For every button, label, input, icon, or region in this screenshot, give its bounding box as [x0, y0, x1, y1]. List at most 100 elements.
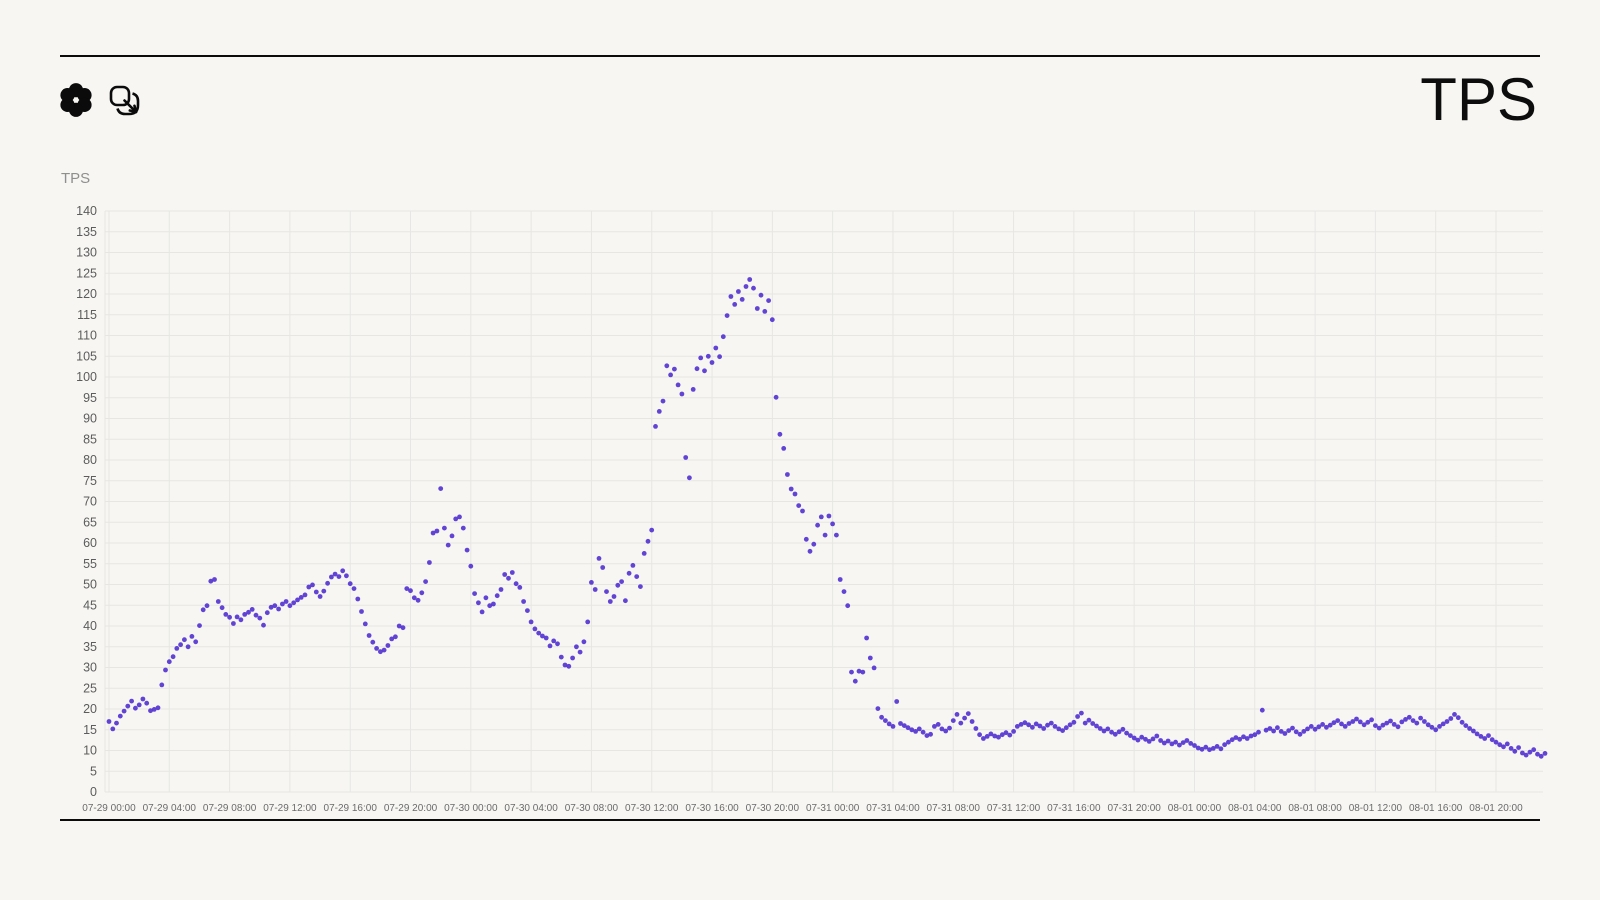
- data-point: [1026, 722, 1031, 728]
- data-point: [468, 563, 474, 569]
- data-point: [306, 584, 312, 590]
- data-point: [1097, 726, 1103, 731]
- data-point: [1271, 728, 1276, 734]
- data-point: [332, 571, 338, 577]
- data-point: [660, 398, 666, 404]
- data-point: [841, 589, 847, 594]
- data-point: [762, 309, 768, 314]
- data-point: [649, 527, 655, 533]
- data-point: [1161, 740, 1167, 746]
- data-point: [720, 334, 726, 340]
- data-point: [818, 514, 824, 520]
- data-point: [325, 580, 330, 586]
- data-point: [871, 665, 877, 671]
- data-point: [589, 580, 594, 585]
- data-point: [174, 646, 180, 651]
- data-point: [1135, 737, 1141, 743]
- data-point: [1429, 724, 1435, 730]
- data-point: [988, 731, 994, 737]
- data-point: [411, 595, 417, 601]
- data-point: [344, 573, 349, 579]
- data-point: [607, 599, 613, 604]
- data-point: [1199, 746, 1205, 752]
- data-point: [687, 475, 692, 481]
- data-point: [1493, 739, 1499, 745]
- data-point: [1128, 733, 1133, 738]
- data-point: [1520, 750, 1525, 756]
- data-point: [950, 718, 956, 723]
- y-tick-label: 30: [83, 661, 97, 675]
- data-point: [483, 595, 489, 601]
- data-point: [404, 586, 410, 591]
- data-point: [796, 503, 802, 508]
- data-point: [913, 729, 918, 734]
- data-point: [1090, 721, 1096, 726]
- data-point: [185, 644, 191, 650]
- x-tick-label: 08-01 08:00: [1288, 803, 1342, 814]
- data-point: [1501, 744, 1506, 750]
- data-point: [758, 292, 764, 298]
- data-point: [984, 734, 990, 739]
- data-point: [973, 726, 979, 731]
- data-point: [400, 625, 406, 631]
- data-point: [1331, 720, 1337, 726]
- data-point: [1354, 716, 1359, 722]
- data-point: [110, 726, 116, 732]
- y-tick-label: 0: [90, 785, 97, 799]
- copy-arrow-icon[interactable]: [106, 82, 142, 118]
- y-tick-label: 140: [76, 204, 97, 218]
- data-point: [1444, 719, 1450, 724]
- data-point: [415, 597, 421, 603]
- data-point: [1463, 723, 1469, 728]
- y-axis-title: TPS: [61, 170, 91, 187]
- data-point: [178, 642, 183, 648]
- data-point: [408, 588, 413, 594]
- data-point: [592, 587, 598, 592]
- data-point: [551, 638, 557, 644]
- x-tick-label: 07-31 08:00: [927, 803, 981, 814]
- data-point: [1267, 726, 1273, 731]
- data-point: [574, 644, 579, 650]
- data-point: [434, 528, 440, 534]
- data-point: [200, 607, 206, 613]
- data-point: [1486, 733, 1491, 738]
- data-point: [1052, 724, 1058, 729]
- data-point: [208, 578, 214, 584]
- y-tick-label: 40: [83, 619, 97, 633]
- data-point: [1063, 725, 1069, 731]
- data-point: [1482, 736, 1488, 741]
- data-point: [261, 622, 266, 628]
- data-point: [713, 345, 719, 351]
- data-point: [1048, 720, 1054, 726]
- data-point: [996, 734, 1001, 740]
- data-point: [1105, 726, 1111, 732]
- flower-icon[interactable]: [58, 82, 94, 118]
- y-tick-label: 35: [83, 640, 97, 654]
- y-tick-label: 65: [83, 515, 97, 529]
- data-point: [1022, 720, 1028, 726]
- x-tick-label: 07-29 04:00: [143, 803, 197, 814]
- data-point: [905, 725, 911, 731]
- data-point: [1195, 745, 1201, 751]
- data-point: [860, 669, 866, 675]
- data-point: [1116, 729, 1122, 735]
- data-point: [709, 360, 715, 365]
- data-point: [1391, 722, 1397, 727]
- data-point: [1086, 717, 1092, 723]
- data-point: [1079, 710, 1084, 716]
- x-tick-label: 07-30 04:00: [504, 803, 558, 814]
- data-point: [476, 600, 481, 606]
- y-tick-label: 55: [83, 557, 97, 571]
- data-point: [683, 455, 689, 460]
- x-tick-label: 07-30 08:00: [565, 803, 619, 814]
- data-point: [366, 633, 372, 638]
- y-tick-label: 135: [76, 225, 97, 239]
- data-point: [117, 713, 123, 719]
- data-point: [1448, 716, 1454, 721]
- data-point: [1373, 723, 1378, 728]
- data-point: [430, 530, 436, 536]
- data-point: [1406, 714, 1412, 720]
- y-tick-label: 115: [77, 308, 97, 322]
- data-point: [834, 532, 839, 538]
- data-point: [1120, 726, 1126, 732]
